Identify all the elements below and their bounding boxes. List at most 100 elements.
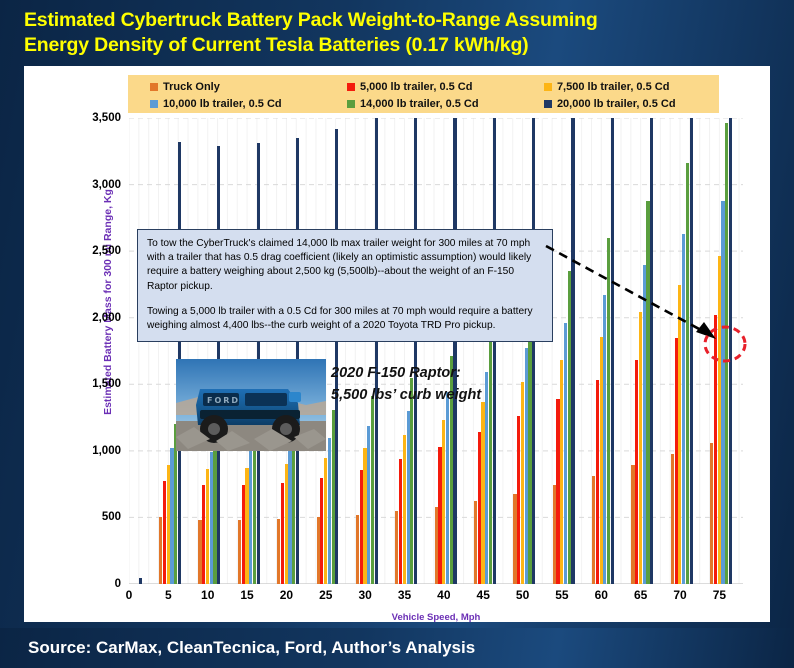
bar[interactable] <box>638 311 643 584</box>
bar[interactable] <box>205 468 210 584</box>
bar[interactable] <box>316 517 320 584</box>
bar[interactable] <box>571 118 575 584</box>
bar[interactable] <box>728 118 733 584</box>
bar[interactable] <box>410 377 414 584</box>
bar[interactable] <box>595 380 599 584</box>
bar[interactable] <box>453 118 457 584</box>
bar[interactable] <box>324 457 328 584</box>
bar[interactable] <box>678 285 682 584</box>
bar[interactable] <box>528 302 532 584</box>
legend-item-2[interactable]: 7,500 lb trailer, 0.5 Cd <box>522 78 719 95</box>
legend-item-1[interactable]: 5,000 lb trailer, 0.5 Cd <box>325 78 522 95</box>
bar[interactable] <box>292 420 296 584</box>
photo-caption-line-2: 5,500 lbs’ curb weight <box>331 387 482 403</box>
x-axis-title: Vehicle Speed, Mph <box>391 612 481 623</box>
bar[interactable] <box>138 578 142 584</box>
bar[interactable] <box>374 118 378 584</box>
bar[interactable] <box>442 419 446 584</box>
bar[interactable] <box>363 447 367 584</box>
f150-raptor-photo: FORD <box>176 359 326 451</box>
legend-swatch-icon <box>150 99 158 108</box>
bar[interactable] <box>685 163 689 584</box>
bar[interactable] <box>674 338 678 584</box>
bar[interactable] <box>603 295 607 584</box>
bar[interactable] <box>159 516 163 584</box>
bar[interactable] <box>209 451 213 584</box>
bar[interactable] <box>650 118 654 584</box>
bar[interactable] <box>198 520 202 584</box>
bar[interactable] <box>610 118 614 584</box>
bar[interactable] <box>717 256 721 584</box>
bar[interactable] <box>520 381 525 584</box>
bar[interactable] <box>592 475 596 584</box>
bar[interactable] <box>335 128 339 584</box>
bar[interactable] <box>646 201 650 584</box>
bar[interactable] <box>631 464 635 584</box>
x-tick-label: 60 <box>594 588 608 602</box>
bar[interactable] <box>556 398 560 584</box>
bar[interactable] <box>170 447 174 584</box>
bar[interactable] <box>249 450 253 584</box>
legend-item-3[interactable]: 10,000 lb trailer, 0.5 Cd <box>128 95 325 112</box>
bar[interactable] <box>682 233 686 584</box>
bar[interactable] <box>517 416 521 584</box>
bar[interactable] <box>713 315 718 584</box>
bar[interactable] <box>721 200 725 584</box>
bar[interactable] <box>399 458 403 584</box>
bar[interactable] <box>513 494 517 584</box>
bar[interactable] <box>213 428 217 584</box>
bar[interactable] <box>245 467 249 584</box>
bar[interactable] <box>438 446 442 584</box>
bar[interactable] <box>284 464 288 584</box>
bar[interactable] <box>327 437 331 584</box>
bar[interactable] <box>710 442 714 584</box>
bar[interactable] <box>320 477 324 584</box>
bar[interactable] <box>414 118 418 584</box>
bar[interactable] <box>560 360 564 584</box>
legend-item-4[interactable]: 14,000 lb trailer, 0.5 Cd <box>325 95 522 112</box>
bar[interactable] <box>331 410 335 584</box>
bar[interactable] <box>599 337 603 584</box>
legend-label: 10,000 lb trailer, 0.5 Cd <box>163 97 282 110</box>
bar[interactable] <box>524 348 528 584</box>
bar[interactable] <box>689 118 693 584</box>
bar[interactable] <box>288 445 292 584</box>
x-tick-label: 0 <box>125 588 133 602</box>
bar[interactable] <box>355 514 360 584</box>
bar[interactable] <box>473 501 478 584</box>
bar[interactable] <box>395 511 399 584</box>
bar[interactable] <box>670 454 674 584</box>
bar[interactable] <box>492 118 496 584</box>
bar[interactable] <box>367 425 371 584</box>
bar[interactable] <box>202 485 206 584</box>
bar[interactable] <box>635 360 639 584</box>
bar[interactable] <box>370 395 375 584</box>
legend-item-0[interactable]: Truck Only <box>128 78 325 95</box>
bar[interactable] <box>359 469 363 584</box>
bar[interactable] <box>485 371 489 584</box>
bar[interactable] <box>280 482 285 584</box>
bar[interactable] <box>481 401 485 584</box>
bar[interactable] <box>488 330 493 584</box>
bar[interactable] <box>445 392 450 584</box>
bar[interactable] <box>642 265 646 584</box>
bar[interactable] <box>567 271 571 584</box>
bar[interactable] <box>402 434 406 584</box>
bar[interactable] <box>607 237 611 584</box>
bar[interactable] <box>174 423 178 584</box>
bar[interactable] <box>563 323 568 584</box>
bar[interactable] <box>252 425 256 584</box>
legend-item-5[interactable]: 20,000 lb trailer, 0.5 Cd <box>522 95 719 112</box>
bar[interactable] <box>166 464 170 584</box>
bar[interactable] <box>406 410 410 584</box>
bar[interactable] <box>277 519 281 584</box>
bar[interactable] <box>449 355 453 584</box>
bar[interactable] <box>552 485 556 584</box>
bar[interactable] <box>532 118 536 584</box>
bar[interactable] <box>434 507 438 584</box>
bar[interactable] <box>725 122 729 584</box>
bar[interactable] <box>237 520 241 584</box>
bar[interactable] <box>162 481 167 584</box>
bar[interactable] <box>477 432 481 584</box>
bar[interactable] <box>241 484 245 584</box>
